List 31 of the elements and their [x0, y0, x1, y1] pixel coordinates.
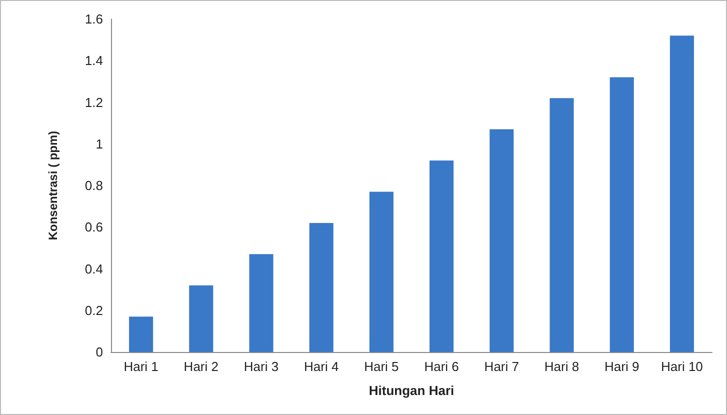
bar — [189, 285, 214, 352]
y-tick-label: 1.4 — [84, 53, 103, 68]
x-tick-label: Hari 8 — [544, 359, 580, 374]
bar — [129, 316, 154, 352]
y-tick-label: 0.6 — [84, 220, 103, 235]
x-tick-label: Hari 7 — [484, 359, 519, 374]
x-tick-label: Hari 9 — [604, 359, 640, 374]
x-axis-title: Hitungan Hari — [368, 383, 454, 398]
y-tick-label: 0.2 — [84, 302, 103, 318]
x-tick-label: Hari 1 — [124, 359, 158, 374]
bar — [550, 98, 574, 352]
y-tick-label: 1.6 — [84, 12, 103, 26]
bar — [610, 77, 634, 352]
y-tick-label: 0.4 — [84, 261, 103, 276]
bar — [249, 254, 274, 352]
bar — [369, 192, 394, 352]
x-tick-label: Hari 4 — [304, 359, 339, 374]
y-tick-label: 1 — [96, 136, 103, 152]
x-tick-label: Hari 2 — [184, 359, 218, 374]
x-tick-label: Hari 6 — [424, 359, 459, 374]
y-tick-label: 0.8 — [84, 178, 103, 193]
y-tick-label: 0 — [96, 344, 103, 360]
bar — [670, 36, 694, 352]
y-axis-title: Konsentrasi ( ppm) — [46, 130, 60, 240]
x-tick-label: Hari 3 — [244, 359, 279, 374]
x-tick-label: Hari 5 — [364, 359, 399, 374]
bar — [490, 129, 514, 352]
y-tick-label: 1.2 — [84, 94, 103, 110]
bar — [430, 160, 454, 352]
x-tick-label: Hari 10 — [660, 359, 703, 374]
bar — [309, 222, 334, 352]
